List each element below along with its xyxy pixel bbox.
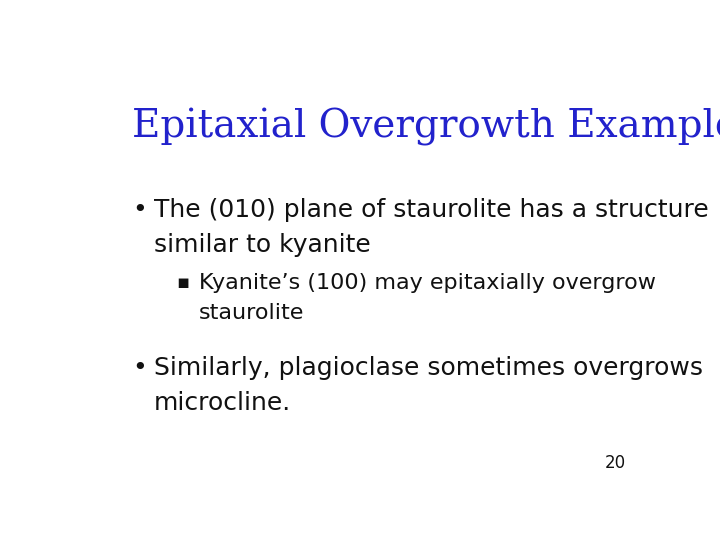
Text: 20: 20: [605, 454, 626, 472]
Text: staurolite: staurolite: [199, 302, 304, 322]
Text: Epitaxial Overgrowth Examples: Epitaxial Overgrowth Examples: [132, 109, 720, 146]
Text: similar to kyanite: similar to kyanite: [154, 233, 371, 257]
Text: Kyanite’s (100) may epitaxially overgrow: Kyanite’s (100) may epitaxially overgrow: [199, 273, 656, 293]
Text: ▪: ▪: [176, 273, 190, 292]
Text: •: •: [132, 356, 147, 380]
Text: The (010) plane of staurolite has a structure: The (010) plane of staurolite has a stru…: [154, 198, 709, 222]
Text: •: •: [132, 198, 147, 222]
Text: microcline.: microcline.: [154, 391, 292, 415]
Text: Similarly, plagioclase sometimes overgrows: Similarly, plagioclase sometimes overgro…: [154, 356, 703, 380]
